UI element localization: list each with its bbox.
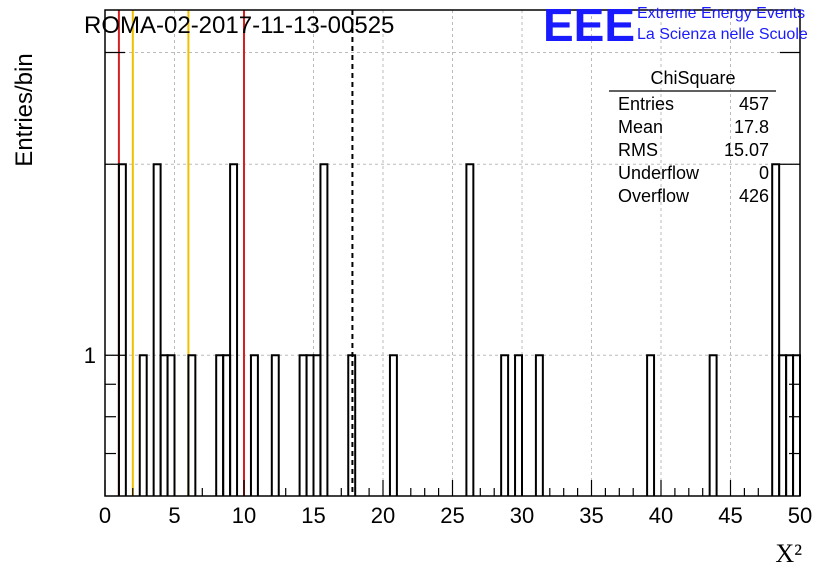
histogram-bar: [312, 354, 322, 496]
x-tick-label: 30: [510, 503, 534, 528]
logo-mark: EEE: [543, 0, 635, 51]
stats-label-mean: Mean: [618, 117, 663, 137]
histogram-bar: [347, 354, 357, 496]
histogram-bar: [270, 354, 280, 496]
stats-value-underflow: 0: [759, 163, 769, 183]
histogram-bar: [388, 354, 398, 496]
axis-ticks: 0 5 10 15 20 25 30 35 40 45 50 1: [84, 51, 812, 528]
histogram-bar: [465, 163, 475, 496]
logo-line-2: La Scienza nelle Scuole: [637, 26, 808, 43]
x-axis-label: X²: [775, 539, 802, 568]
x-tick-label: 25: [440, 503, 464, 528]
x-tick-label: 35: [579, 503, 603, 528]
y-tick-label: 1: [84, 343, 96, 368]
stats-value-rms: 15.07: [724, 140, 769, 160]
stats-value-mean: 17.8: [734, 117, 769, 137]
chart-title: ROMA-02-2017-11-13-00525: [84, 12, 394, 39]
histogram-bar: [708, 354, 718, 496]
histogram-bars: [117, 163, 801, 496]
stats-label-overflow: Overflow: [618, 186, 690, 206]
logo-line-1: Extreme Energy Events: [637, 5, 805, 22]
stats-label-rms: RMS: [618, 140, 658, 160]
histogram-bar: [138, 354, 148, 496]
x-tick-label: 40: [649, 503, 673, 528]
x-tick-label: 5: [168, 503, 180, 528]
stats-box: ChiSquare Entries 457 Mean 17.8 RMS 15.0…: [609, 68, 776, 206]
x-tick-label: 20: [371, 503, 395, 528]
histogram-bar: [778, 354, 788, 496]
histogram-bar: [514, 354, 523, 496]
histogram-bar: [771, 163, 781, 496]
stats-label-entries: Entries: [618, 94, 674, 114]
histogram-bar: [646, 354, 656, 496]
histogram-bar: [249, 354, 259, 496]
histogram-bar: [222, 354, 232, 496]
x-tick-label: 15: [301, 503, 325, 528]
y-axis-label: Entries/bin: [11, 53, 38, 166]
histogram-bar: [187, 354, 197, 496]
stats-label-underflow: Underflow: [618, 163, 700, 183]
histogram-bar: [500, 354, 510, 496]
histogram-bar: [229, 163, 239, 496]
x-tick-label: 0: [99, 503, 111, 528]
stats-name: ChiSquare: [650, 68, 735, 88]
histogram-bar: [785, 354, 795, 496]
x-tick-label: 50: [788, 503, 812, 528]
histogram-bar: [305, 354, 315, 496]
eee-logo: EEE Extreme Energy Events La Scienza nel…: [543, 0, 808, 51]
x-tick-label: 10: [232, 503, 256, 528]
histogram-bar: [792, 354, 801, 496]
histogram-bar: [534, 354, 544, 496]
histogram-bar: [215, 354, 225, 496]
stats-value-entries: 457: [739, 94, 769, 114]
histogram-bar: [152, 163, 162, 496]
histogram-bar: [166, 354, 176, 496]
histogram-bar: [319, 163, 329, 496]
x-tick-label: 45: [718, 503, 742, 528]
histogram-bar: [298, 354, 308, 496]
stats-value-overflow: 426: [739, 186, 769, 206]
histogram-bar: [159, 354, 169, 496]
histogram-bar: [117, 163, 127, 496]
